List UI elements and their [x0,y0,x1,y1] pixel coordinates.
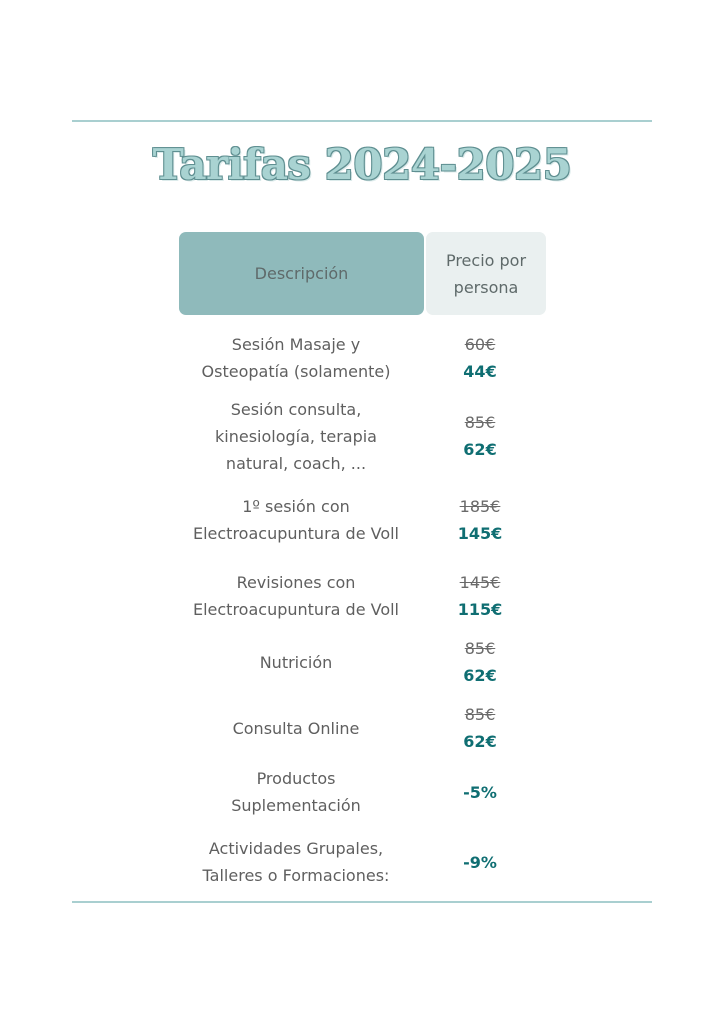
discounted-price: 115€ [457,600,503,619]
table-row: Sesión Masaje y Osteopatía (solamente) 6… [179,330,546,386]
original-price: 85€ [464,639,496,658]
table-row: 1º sesión con Electroacupuntura de Voll … [179,492,546,548]
table-row: Productos Suplementación -5% [179,764,546,820]
row-description: Sesión consulta, kinesiología, terapia n… [179,395,413,477]
original-price: 85€ [464,413,496,432]
discount-percentage: -9% [463,852,497,872]
discounted-price: 145€ [457,524,503,543]
original-price: 185€ [459,497,501,516]
header-price-label-line1: Precio por [445,250,527,270]
discounted-price: 62€ [463,440,497,459]
row-price: 185€ 145€ [419,492,541,548]
row-description-line: kinesiología, terapia [215,426,377,446]
header-price-cell: Precio por persona [426,232,546,315]
table-row: Nutrición 85€ 62€ [179,634,546,690]
row-description: Sesión Masaje y Osteopatía (solamente) [179,330,413,386]
original-price: 145€ [459,573,501,592]
row-description: Revisiones con Electroacupuntura de Voll [179,568,413,624]
header-description-label: Descripción [254,264,349,283]
row-price: 85€ 62€ [419,395,541,477]
row-description-line: Talleres o Formaciones: [202,866,390,885]
row-description-line: 1º sesión con [242,497,350,516]
discounted-price: 62€ [463,732,497,751]
original-price: 85€ [464,705,496,724]
row-description-line: Electroacupuntura de Voll [192,600,399,619]
row-price: 60€ 44€ [419,330,541,386]
row-description-line: Revisiones con [236,573,356,592]
discount-percentage: -5% [463,782,497,802]
row-description-line: Nutrición [259,652,333,672]
bottom-divider [72,901,652,903]
discounted-price: 44€ [463,362,497,381]
table-row: Actividades Grupales, Talleres o Formaci… [179,834,546,890]
row-description-line: Consulta Online [232,718,360,738]
table-row: Sesión consulta, kinesiología, terapia n… [179,395,546,477]
row-description-line: Electroacupuntura de Voll [192,524,399,543]
row-price: 85€ 62€ [419,634,541,690]
row-price: 85€ 62€ [419,700,541,756]
header-price-label-line2: persona [453,277,519,297]
row-description-line: Osteopatía (solamente) [201,362,391,381]
row-price: 145€ 115€ [419,568,541,624]
original-price: 60€ [464,335,496,354]
row-description-line: Productos [256,769,336,788]
row-description: Nutrición [179,634,413,690]
row-price: -5% [419,764,541,820]
row-price: -9% [419,834,541,890]
row-description-line: Actividades Grupales, [208,839,384,858]
row-description: Actividades Grupales, Talleres o Formaci… [179,834,413,890]
row-description: Productos Suplementación [179,764,413,820]
row-description: 1º sesión con Electroacupuntura de Voll [179,492,413,548]
table-row: Revisiones con Electroacupuntura de Voll… [179,568,546,624]
row-description-line: Sesión consulta, [230,399,362,419]
page-title: Tarifas 2024-2025 [152,140,572,189]
top-divider [72,120,652,122]
row-description-line: Suplementación [231,796,361,815]
row-description-line: Sesión Masaje y [231,335,361,354]
row-description: Consulta Online [179,700,413,756]
discounted-price: 62€ [463,666,497,685]
row-description-line: natural, coach, ... [225,453,367,473]
header-description-cell: Descripción [179,232,424,315]
table-row: Consulta Online 85€ 62€ [179,700,546,756]
